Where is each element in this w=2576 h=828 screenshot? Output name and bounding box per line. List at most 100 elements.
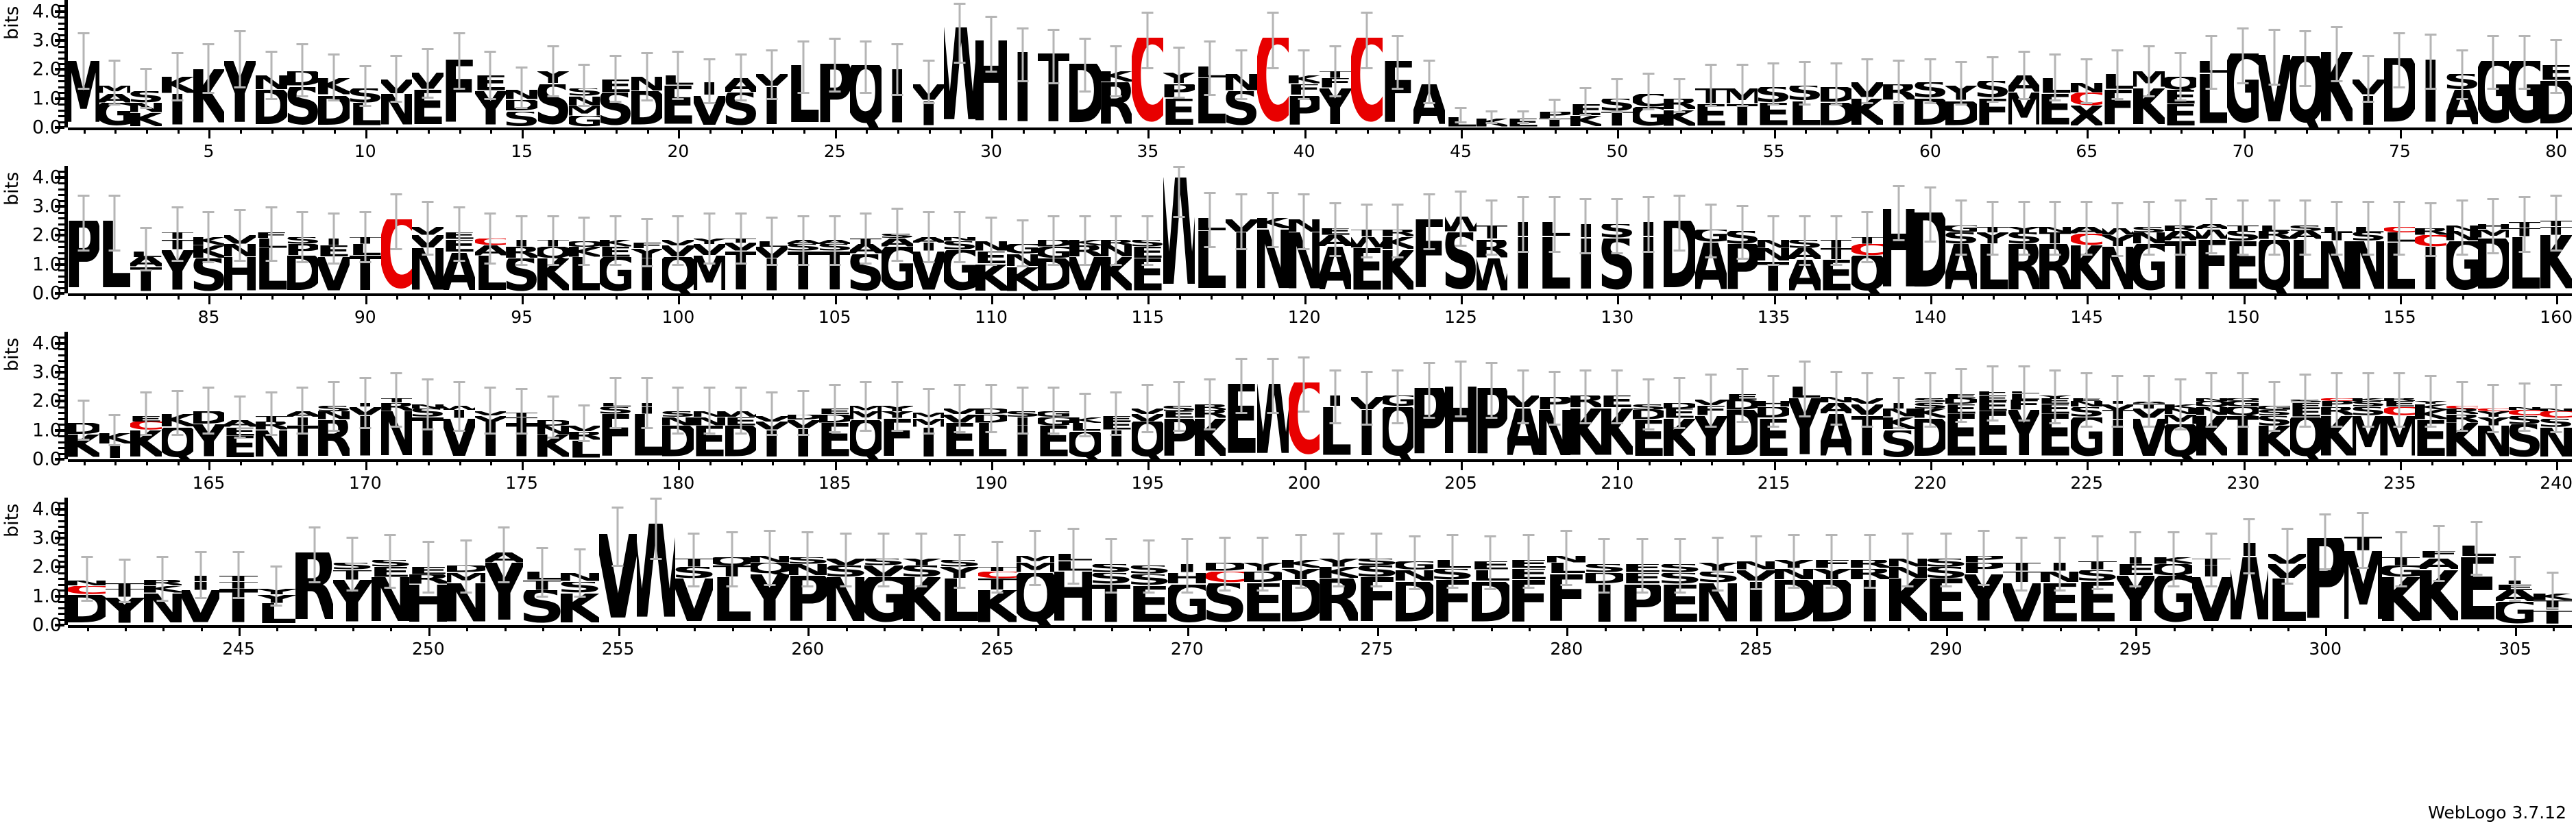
x-tick-minor bbox=[866, 127, 868, 134]
x-tick-major bbox=[678, 459, 681, 470]
x-tick-minor bbox=[866, 459, 868, 465]
logo-stack: W bbox=[1257, 332, 1289, 459]
x-tick-minor bbox=[580, 625, 583, 631]
y-tick-minor bbox=[58, 601, 64, 604]
error-bar bbox=[1392, 34, 1404, 90]
error-bar bbox=[1143, 539, 1155, 594]
logo-stack: SNG bbox=[2133, 166, 2165, 293]
x-tick-label: 70 bbox=[2232, 141, 2255, 161]
x-tick-minor bbox=[1179, 293, 1182, 300]
x-tick-minor bbox=[1805, 127, 1808, 134]
error-bar bbox=[498, 526, 510, 584]
error-bar bbox=[328, 380, 340, 432]
logo-stack: IHG bbox=[1168, 498, 1206, 625]
error-bar bbox=[1893, 59, 1905, 105]
x-tick-minor bbox=[2024, 293, 2026, 300]
logo-stack: PN bbox=[1539, 332, 1570, 459]
logo-stack: ELD bbox=[1472, 498, 1509, 625]
x-tick-minor bbox=[2055, 293, 2058, 300]
x-tick-minor bbox=[1984, 625, 1986, 631]
error-bar bbox=[171, 389, 184, 437]
x-tick-minor bbox=[1022, 459, 1025, 465]
logo-stack: FYI bbox=[631, 166, 662, 293]
logo-stack: SST bbox=[1092, 498, 1130, 625]
error-bar bbox=[672, 387, 684, 435]
error-bar bbox=[1986, 200, 1999, 256]
x-tick-minor bbox=[552, 127, 555, 134]
error-bar bbox=[574, 548, 586, 598]
x-tick-minor bbox=[1832, 625, 1834, 631]
logo-stack: SEE bbox=[1132, 166, 1163, 293]
logo-stack: YPE bbox=[1163, 0, 1195, 127]
error-bar bbox=[1204, 40, 1216, 96]
error-bar bbox=[108, 414, 121, 446]
x-tick-minor bbox=[1073, 625, 1076, 631]
x-tick-minor bbox=[1241, 127, 1244, 134]
logo-stack: DY bbox=[193, 332, 224, 459]
logo-stack: VI bbox=[913, 0, 944, 127]
error-bar bbox=[77, 400, 90, 441]
x-tick-minor bbox=[1429, 127, 1432, 134]
error-bar bbox=[2487, 34, 2499, 90]
x-tick-major bbox=[991, 459, 994, 470]
x-tick-minor bbox=[2493, 459, 2496, 465]
logo-stack: ACK bbox=[2071, 166, 2102, 293]
error-bar bbox=[1978, 529, 1990, 587]
x-tick-minor bbox=[1554, 127, 1557, 134]
error-bar bbox=[140, 226, 152, 272]
x-tick-minor bbox=[334, 293, 337, 300]
logo-stack: VI bbox=[756, 0, 788, 127]
logo-stack: YSN bbox=[1699, 498, 1737, 625]
logo-stack: Y bbox=[224, 0, 256, 127]
error-bar bbox=[2299, 199, 2311, 256]
logo-stack: TRW bbox=[1477, 166, 1507, 293]
logo-letter: D bbox=[1945, 101, 1977, 127]
error-bar bbox=[453, 32, 465, 90]
error-bar bbox=[1799, 361, 1811, 418]
error-bar bbox=[308, 526, 321, 584]
error-bar bbox=[484, 212, 496, 265]
x-tick-minor bbox=[1241, 459, 1244, 465]
logo-letter: S bbox=[506, 112, 537, 127]
x-tick-minor bbox=[803, 293, 806, 300]
x-tick-minor bbox=[897, 127, 900, 134]
error-bar bbox=[1924, 372, 1936, 428]
y-tick-major bbox=[55, 175, 64, 179]
stack-container: DKKIECKKQDYAEETRNAITSNRTVITRNNSTWIVVVITT… bbox=[68, 332, 2572, 459]
logo-stack: NSG bbox=[944, 166, 975, 293]
x-tick-minor bbox=[1899, 459, 1901, 465]
logo-stack: ENSG bbox=[2071, 332, 2102, 459]
error-bar bbox=[860, 212, 872, 265]
error-bar bbox=[2509, 555, 2521, 602]
logo-stack: GQ bbox=[1383, 332, 1413, 459]
logo-stack: SE bbox=[1758, 0, 1789, 127]
logo-stack: VVE bbox=[944, 332, 975, 459]
logo-stack: VVI bbox=[756, 332, 788, 459]
x-tick-label: 305 bbox=[2499, 639, 2531, 659]
logo-stack: EDE bbox=[819, 332, 850, 459]
x-tick-major bbox=[678, 127, 681, 138]
x-tick-minor bbox=[1179, 127, 1182, 134]
error-bar bbox=[2018, 50, 2030, 100]
error-bar bbox=[1517, 369, 1529, 425]
y-tick-minor bbox=[58, 365, 64, 368]
y-tick-major bbox=[55, 263, 64, 266]
logo-stack: YSR bbox=[2008, 166, 2039, 293]
error-bar bbox=[1864, 533, 1876, 589]
logo-stack: HDE bbox=[1758, 332, 1789, 459]
x-tick-minor bbox=[928, 459, 931, 465]
logo-stack: DVI bbox=[788, 332, 819, 459]
x-tick-minor bbox=[1585, 293, 1588, 300]
error-bar bbox=[1485, 362, 1498, 419]
x-tick-label: 60 bbox=[1919, 141, 1941, 161]
x-tick-minor bbox=[2211, 293, 2214, 300]
logo-stack: QTL bbox=[713, 498, 751, 625]
logo-letter: L bbox=[2268, 579, 2307, 625]
x-tick-major bbox=[2514, 625, 2517, 636]
x-tick-minor bbox=[883, 625, 886, 631]
logo-stack: Q bbox=[2290, 0, 2321, 127]
x-tick-minor bbox=[2525, 127, 2527, 134]
logo-stack: SAG bbox=[882, 166, 913, 293]
y-tick-minor bbox=[58, 287, 64, 289]
x-tick-minor bbox=[584, 459, 587, 465]
